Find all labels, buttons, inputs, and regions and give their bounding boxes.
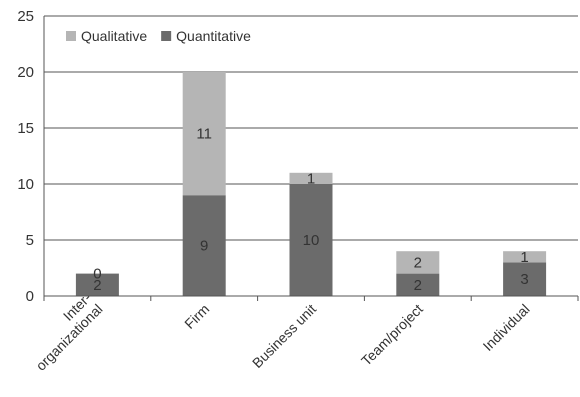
- bar-qualitative: [289, 172, 333, 184]
- data-label-quantitative: 3: [520, 271, 528, 288]
- gridlines: [44, 15, 578, 241]
- x-tick-label: Business unit: [249, 301, 319, 371]
- legend-swatch-quantitative: [161, 31, 172, 41]
- x-tick-label-line: Business unit: [249, 301, 319, 371]
- y-axis: 0 5 10 15 20 25: [17, 8, 45, 305]
- data-label-qualitative: 1: [307, 170, 315, 187]
- bar-qualitative: [182, 72, 226, 196]
- data-label-quantitative: 9: [200, 238, 208, 255]
- bar-quantitative: [289, 184, 333, 296]
- data-label-quantitative: 2: [414, 277, 422, 294]
- legend-label-qualitative: Qualitative: [81, 28, 147, 44]
- bar-qualitative: [503, 251, 547, 263]
- data-label-qualitative: 1: [520, 249, 528, 266]
- y-tick-label: 5: [26, 232, 34, 249]
- x-tick-label: Team/project: [358, 301, 426, 369]
- data-label-qualitative: 2: [414, 254, 422, 271]
- legend: Qualitative Quantitative: [66, 28, 251, 44]
- bar-quantitative: [182, 195, 226, 296]
- bar-qualitative: [396, 251, 440, 274]
- y-tick-label: 10: [17, 176, 34, 193]
- data-label-qualitative: 0: [93, 266, 101, 283]
- x-axis: Inter-organizational Firm Business unit Tea…: [33, 289, 579, 374]
- bar-quantitative: [75, 273, 119, 296]
- y-tick-label: 20: [17, 64, 34, 81]
- x-tick-label-line: Individual: [480, 301, 533, 354]
- y-tick-label: 0: [26, 288, 34, 305]
- bar-quantitative: [503, 262, 547, 296]
- y-tick-label: 15: [17, 120, 34, 137]
- x-tick-label: Individual: [480, 301, 533, 354]
- bar-quantitative: [396, 273, 440, 296]
- x-tick-label-line: Team/project: [358, 301, 426, 369]
- y-tick-label: 25: [17, 8, 34, 25]
- x-tick-label: Firm: [181, 301, 212, 332]
- data-label-qualitative: 11: [196, 126, 212, 143]
- x-tick-label-line: Firm: [181, 301, 212, 332]
- data-label-quantitative: 2: [93, 277, 101, 294]
- legend-swatch-qualitative: [66, 31, 76, 41]
- legend-label-quantitative: Quantitative: [176, 28, 251, 44]
- data-label-quantitative: 10: [303, 232, 320, 249]
